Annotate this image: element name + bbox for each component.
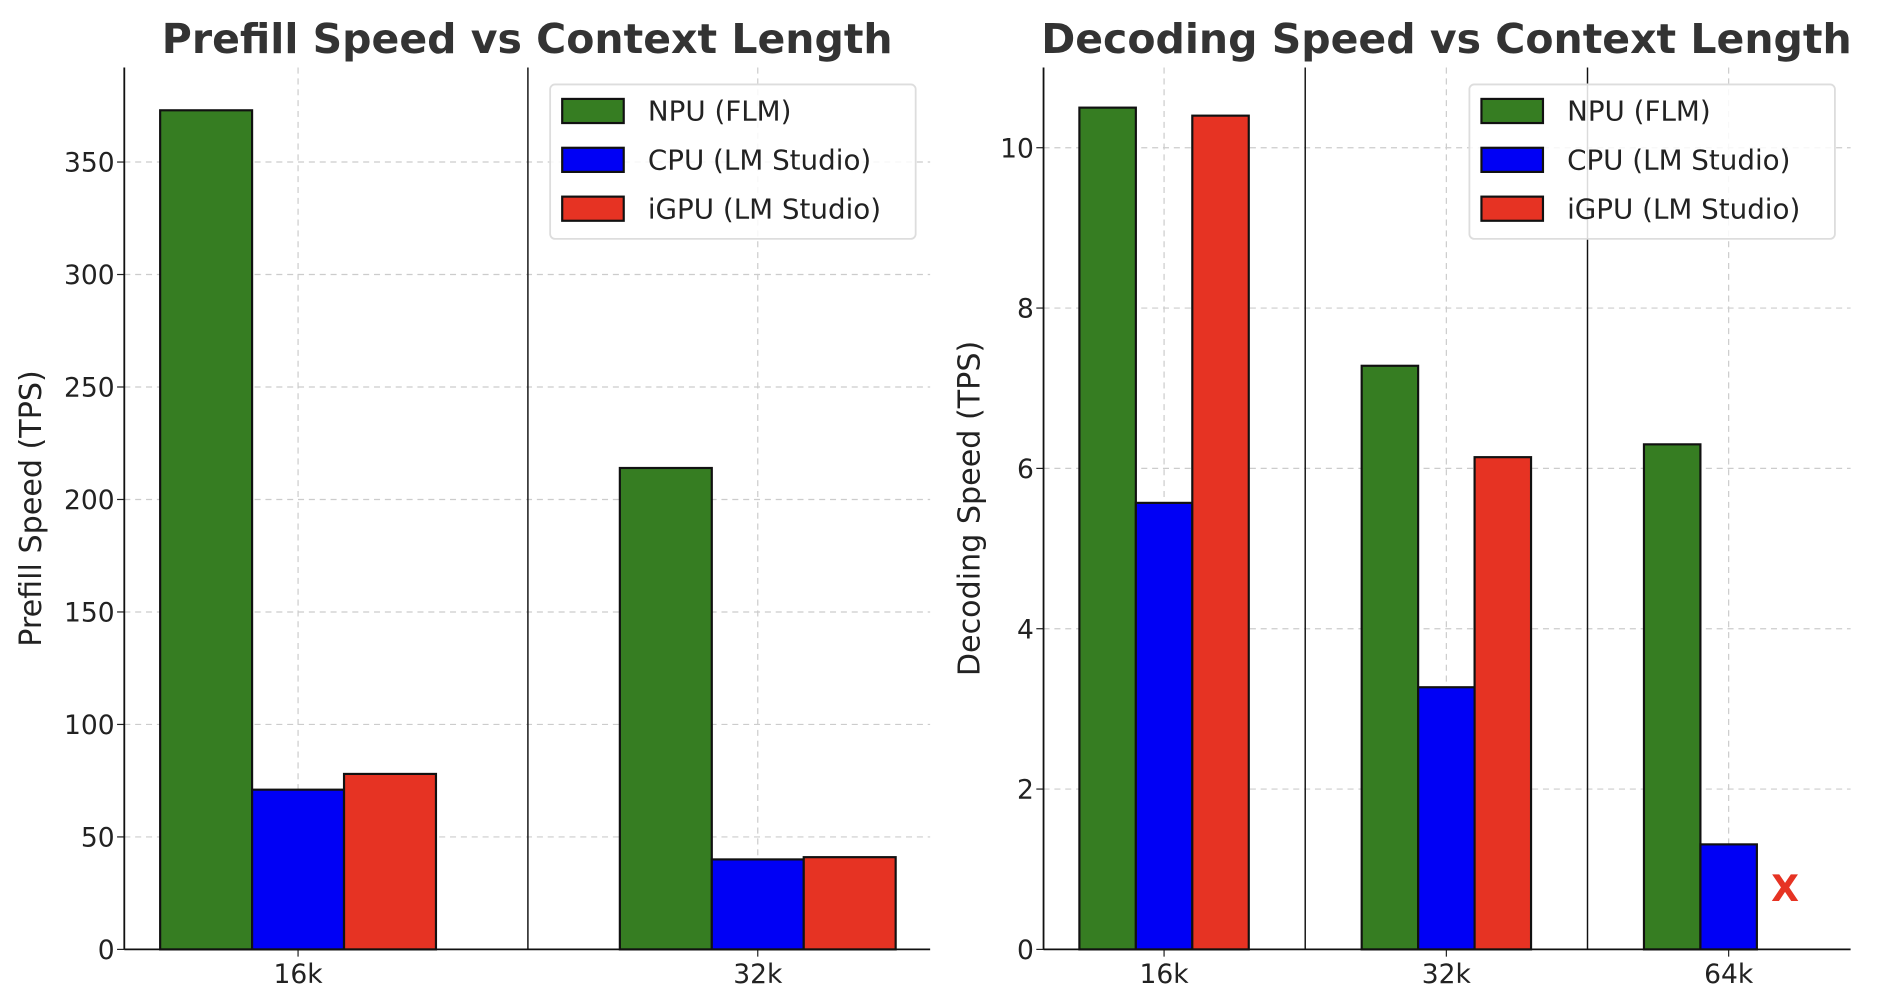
y-axis-label: Decoding Speed (TPS) <box>953 341 988 676</box>
chart-title: Decoding Speed vs Context Length <box>1041 15 1851 63</box>
legend-box <box>1468 83 1836 240</box>
chart-0: 0 50 100 150 200 250 300 350 16k 32k Prefill Speed… <box>14 15 931 990</box>
y-axis-label: Prefill Speed (TPS) <box>14 370 49 647</box>
legend: NPU (FLM) CPU (LM Studio) iGPU (LM Studio) <box>1468 83 1836 240</box>
bar-cpu-32k <box>710 858 805 951</box>
y-tick-label: 8 <box>1017 294 1034 325</box>
x-tick-label: 32k <box>733 959 783 990</box>
y-tick-label: 200 <box>64 485 115 516</box>
bar-igpu-16k <box>342 772 438 951</box>
legend-label: NPU (FLM) <box>648 95 792 128</box>
x-tick-label: 16k <box>274 959 324 990</box>
bar-cpu-32k <box>1417 686 1476 951</box>
y-tick-label: 150 <box>64 598 115 629</box>
legend: NPU (FLM) CPU (LM Studio) iGPU (LM Studio) <box>549 83 917 240</box>
legend-box <box>549 83 917 240</box>
x-tick-label: 16k <box>1140 959 1190 990</box>
bar-npu-16k <box>159 109 254 951</box>
bar-npu-16k <box>1078 106 1137 951</box>
bar-igpu-32k <box>802 856 897 951</box>
bar-cpu-16k <box>251 788 346 951</box>
x-tick-label: 64k <box>1704 959 1754 990</box>
y-tick-label: 350 <box>64 148 115 179</box>
bar-npu-64k <box>1642 443 1702 951</box>
legend-label: iGPU (LM Studio) <box>648 192 881 225</box>
y-tick-label: 300 <box>64 260 115 291</box>
y-tick-label: 0 <box>98 935 115 966</box>
legend-swatch <box>561 97 625 125</box>
legend-label: iGPU (LM Studio) <box>1567 192 1800 225</box>
y-tick-label: 6 <box>1017 454 1034 485</box>
legend-swatch <box>1480 195 1545 222</box>
bar-npu-32k <box>1360 364 1420 951</box>
x-tick-label: 32k <box>1422 959 1472 990</box>
bar-igpu-16k <box>1191 114 1250 951</box>
y-tick-label: 100 <box>64 710 115 741</box>
legend-swatch <box>561 195 625 222</box>
y-tick-label: 10 <box>1000 133 1034 164</box>
y-tick-label: 2 <box>1017 775 1034 806</box>
y-tick-label: 250 <box>64 373 115 404</box>
legend-swatch <box>561 146 625 173</box>
bar-cpu-64k <box>1699 843 1758 951</box>
chart-title: Prefill Speed vs Context Length <box>162 15 893 63</box>
y-tick-label: 50 <box>81 823 115 854</box>
legend-label: CPU (LM Studio) <box>648 143 871 176</box>
missing-data-marker: X <box>1771 867 1799 910</box>
legend-label: NPU (FLM) <box>1567 95 1711 128</box>
legend-label: CPU (LM Studio) <box>1567 143 1790 176</box>
chart-1: 0 2 4 6 8 10 16k 32k 64k X Decoding Speed vs Conte… <box>953 15 1852 990</box>
y-tick-label: 4 <box>1017 614 1034 645</box>
bar-igpu-32k <box>1473 456 1533 951</box>
legend-swatch <box>1480 146 1545 173</box>
legend-swatch <box>1480 97 1545 125</box>
bar-npu-32k <box>618 466 713 951</box>
bar-cpu-16k <box>1134 501 1194 951</box>
y-tick-label: 0 <box>1017 935 1034 966</box>
